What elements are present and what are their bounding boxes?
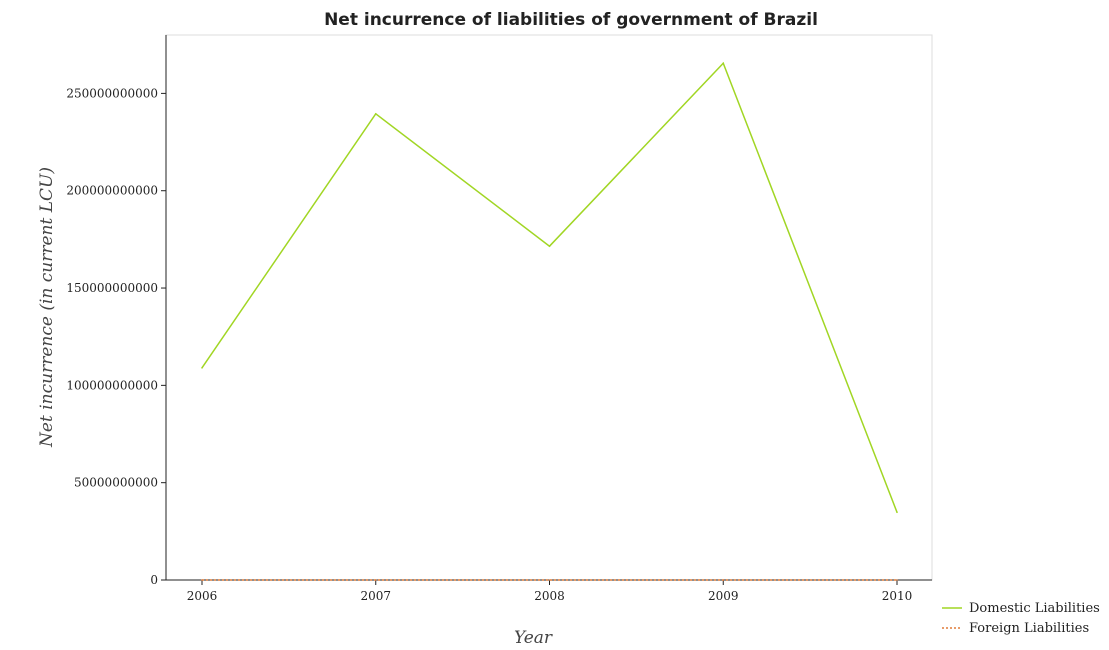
point-domestic bbox=[201, 367, 203, 369]
point-foreign bbox=[374, 579, 377, 581]
point-domestic bbox=[896, 511, 898, 514]
legend-label-domestic: Domestic Liabilities bbox=[969, 601, 1100, 616]
chart-title: Net incurrence of liabilities of governm… bbox=[324, 10, 818, 30]
x-tick-label: 2006 bbox=[187, 589, 218, 603]
legend-label-foreign: Foreign Liabilities bbox=[969, 621, 1089, 636]
y-tick-label: 250000000000 bbox=[66, 86, 158, 100]
plot-frame bbox=[165, 34, 933, 581]
y-tick-label: 100000000000 bbox=[66, 378, 158, 392]
legend: Domestic Liabilities Foreign Liabilities bbox=[942, 601, 1100, 636]
point-domestic bbox=[374, 113, 377, 115]
x-axis-label: Year bbox=[514, 628, 553, 648]
x-tick-label: 2009 bbox=[708, 589, 739, 603]
point-foreign bbox=[201, 579, 203, 581]
y-tick-label: 50000000000 bbox=[74, 476, 158, 490]
x-tick-label: 2010 bbox=[882, 589, 913, 603]
point-domestic bbox=[548, 245, 551, 247]
point-foreign bbox=[722, 579, 725, 581]
y-tick-label: 200000000000 bbox=[66, 184, 158, 198]
y-ticks: 0 50000000000 100000000000 150000000000 2000… bbox=[66, 86, 166, 587]
x-ticks: 2006 2007 2008 2009 2010 bbox=[187, 580, 913, 603]
series-group bbox=[201, 61, 898, 581]
y-axis-label: Net incurrence (in current LCU) bbox=[37, 167, 57, 448]
point-foreign bbox=[548, 579, 551, 581]
y-tick-label: 0 bbox=[150, 573, 158, 587]
point-domestic bbox=[722, 62, 725, 65]
point-foreign bbox=[896, 579, 898, 581]
x-tick-label: 2007 bbox=[360, 589, 391, 603]
plot-area bbox=[165, 34, 933, 581]
x-tick-label: 2008 bbox=[534, 589, 565, 603]
y-tick-label: 150000000000 bbox=[66, 281, 158, 295]
